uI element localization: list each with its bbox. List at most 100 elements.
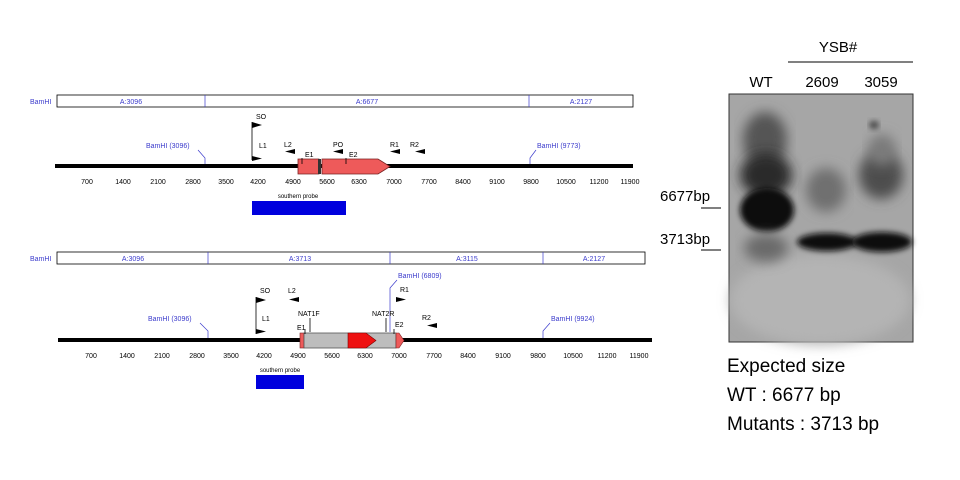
wt-tick-label: 2100 — [150, 179, 166, 186]
mutant-site-leader — [542, 322, 551, 338]
mutant-site-label: BamHI (6809) — [398, 273, 442, 280]
wt-primer-e1: E1 — [301, 152, 314, 164]
wt-fragment-bar — [56, 94, 634, 108]
mutant-axis: 700 1400 2100 2800 3500 4200 4900 5600 6… — [85, 353, 648, 360]
mutant-tick-label: 4900 — [290, 353, 306, 360]
wt-tick-label: 10500 — [556, 179, 576, 186]
mutant-tick-label: 1400 — [119, 353, 135, 360]
mutant-site-leader — [389, 279, 398, 332]
wt-junction — [318, 159, 321, 174]
wt-primer-label: E2 — [349, 152, 358, 159]
expected-wt: WT : 6677 bp — [727, 385, 841, 406]
wt-primer-label: E1 — [305, 152, 314, 159]
wt-primer-so: SO — [251, 114, 267, 160]
mutant-tick-label: 11200 — [598, 353, 617, 360]
wt-tick-label: 5600 — [319, 179, 335, 186]
mutant-primer-e2: E2 — [393, 322, 404, 334]
mutant-tick-label: 700 — [85, 353, 97, 360]
wt-primer-e2: E2 — [345, 152, 358, 164]
wt-restriction-label: BamHI — [30, 99, 51, 106]
mutant-primer-label: E1 — [297, 325, 306, 332]
wt-fragment-label: A:2127 — [570, 99, 592, 106]
mutant-tick-label: 8400 — [460, 353, 476, 360]
mutant-right-flank — [395, 332, 405, 349]
mutant-probe-label: southern probe — [260, 368, 301, 374]
wt-tick-label: 700 — [81, 179, 93, 186]
wt-primer-l1: L1 — [252, 143, 267, 161]
mutant-fragment-bar — [56, 251, 646, 265]
mutant-primer-e1: E1 — [297, 325, 306, 334]
wt-tick-label: 4900 — [285, 179, 301, 186]
mutant-fragment-label: A:3713 — [289, 256, 311, 263]
mutant-tick-label: 3500 — [223, 353, 239, 360]
wt-fragment-label: A:6677 — [356, 99, 378, 106]
mutant-site-label: BamHI (9924) — [551, 316, 595, 323]
mutant-tick-label: 6300 — [357, 353, 373, 360]
mutant-tick-label: 9800 — [530, 353, 546, 360]
lane-label-wt: WT — [749, 74, 772, 91]
mutant-primer-nat1f: NAT1F — [298, 311, 320, 332]
mutant-tick-label: 5600 — [324, 353, 340, 360]
wt-e1-cassette — [297, 158, 320, 175]
mutant-fragment-label: A:3115 — [456, 256, 478, 263]
wt-primer-label: L1 — [259, 143, 267, 150]
wt-site-leader — [529, 149, 537, 164]
wt-tick-label: 6300 — [351, 179, 367, 186]
mutant-site-leader — [199, 322, 209, 338]
wt-tick-label: 3500 — [218, 179, 234, 186]
wt-southern-probe — [252, 201, 346, 215]
wt-primer-r2: R2 — [410, 142, 425, 154]
mutant-primer-nat2r: NAT2R — [372, 311, 394, 332]
wt-primer-r1: R1 — [390, 142, 400, 154]
mutant-map: BamHI A:3096 A:3713 A:3115 A:2127 BamHI … — [30, 251, 652, 389]
mutant-tick-label: 4200 — [256, 353, 272, 360]
mutant-tick-label: 9100 — [495, 353, 511, 360]
mutant-restriction-label: BamHI — [30, 256, 51, 263]
wt-tick-label: 11200 — [590, 179, 609, 186]
blot-image — [728, 93, 914, 345]
mutant-primer-label: E2 — [395, 322, 404, 329]
mutant-tick-label: 11900 — [630, 353, 649, 360]
mutant-primer-l2: L2 — [288, 288, 299, 302]
mutant-primer-label: R2 — [422, 315, 431, 322]
expected-mutant: Mutants : 3713 bp — [727, 414, 879, 435]
wt-tick-label: 2800 — [185, 179, 201, 186]
wt-site-label: BamHI (3096) — [146, 143, 190, 150]
wt-site-label: BamHI (9773) — [537, 143, 581, 150]
expected-size-note: Expected size WT : 6677 bp Mutants : 371… — [727, 356, 879, 435]
marker-3713: 3713bp — [660, 231, 710, 248]
mutant-tick-label: 7000 — [391, 353, 407, 360]
wt-axis: 700 1400 2100 2800 3500 4200 4900 5600 6… — [81, 179, 639, 186]
mutant-primer-label: L1 — [262, 316, 270, 323]
mutant-primer-label: SO — [260, 288, 271, 295]
wt-probe-label: southern probe — [278, 194, 319, 200]
mutant-tick-label: 10500 — [563, 353, 583, 360]
expected-title: Expected size — [727, 356, 845, 377]
mutant-primer-label: NAT1F — [298, 311, 320, 318]
wt-tick-label: 9100 — [489, 179, 505, 186]
wt-tick-label: 11900 — [621, 179, 640, 186]
wt-tick-label: 7700 — [421, 179, 437, 186]
marker-6677: 6677bp — [660, 188, 710, 205]
wt-primer-label: R2 — [410, 142, 419, 149]
mutant-site-label: BamHI (3096) — [148, 316, 192, 323]
mutant-primer-r2: R2 — [422, 315, 437, 328]
size-markers: 6677bp 3713bp — [660, 188, 721, 251]
lane-label-2609: 2609 — [805, 74, 838, 91]
mutant-primer-r1: R1 — [396, 287, 409, 302]
wt-site-leader — [197, 149, 206, 164]
mutant-primer-label: R1 — [400, 287, 409, 294]
wt-tick-label: 4200 — [250, 179, 266, 186]
wt-primer-l2: L2 — [284, 142, 295, 154]
mutant-primer-l1: L1 — [256, 316, 270, 334]
mutant-southern-probe — [256, 375, 304, 389]
wt-tick-label: 8400 — [455, 179, 471, 186]
wt-map: BamHI A:3096 A:6677 A:2127 BamHI (3096) … — [30, 94, 640, 215]
wt-primer-label: R1 — [390, 142, 399, 149]
mutant-primer-label: L2 — [288, 288, 296, 295]
wt-tick-label: 7000 — [386, 179, 402, 186]
mutant-fragment-label: A:2127 — [583, 256, 605, 263]
mutant-fragment-label: A:3096 — [122, 256, 144, 263]
blot-group-label: YSB# — [819, 39, 858, 56]
